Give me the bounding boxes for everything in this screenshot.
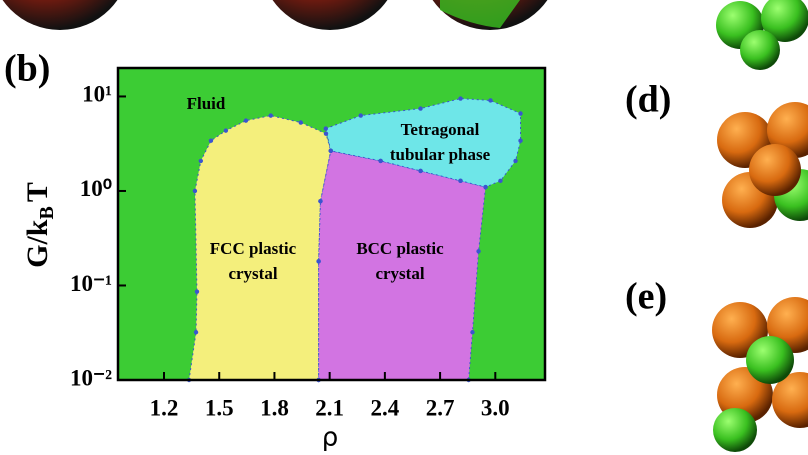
boundary-point bbox=[458, 178, 463, 184]
panel-label: (d) bbox=[625, 79, 671, 121]
boundary-point bbox=[194, 289, 200, 294]
boundary-point bbox=[243, 118, 249, 123]
boundary-point bbox=[323, 131, 329, 136]
region-label: Tetragonal bbox=[401, 120, 480, 139]
boundary-point bbox=[323, 126, 328, 131]
x-tick-label: 1.8 bbox=[260, 395, 289, 420]
y-tick-label: 10⁻² bbox=[70, 365, 112, 390]
boundary-point bbox=[198, 158, 204, 164]
region-label: FCC plastic bbox=[210, 239, 297, 258]
region-label: crystal bbox=[375, 264, 424, 283]
region-label: BCC plastic bbox=[356, 239, 444, 258]
boundary-point bbox=[208, 138, 214, 143]
panel-label: (b) bbox=[4, 48, 50, 90]
y-axis-label: G/kBT bbox=[21, 182, 58, 268]
boundary-point bbox=[518, 111, 523, 116]
y-tick-label: 10⁻¹ bbox=[70, 271, 112, 296]
x-axis-label: ρ bbox=[322, 423, 339, 453]
boundary-point bbox=[378, 158, 383, 164]
y-label-sub: B bbox=[36, 206, 58, 219]
boundary-point bbox=[268, 113, 273, 118]
x-tick-label: 2.4 bbox=[371, 395, 400, 420]
boundary-point bbox=[328, 148, 333, 154]
boundary-point bbox=[193, 330, 199, 335]
region-label: Fluid bbox=[187, 94, 226, 113]
x-tick-label: 1.2 bbox=[150, 395, 179, 420]
boundary-point bbox=[476, 249, 481, 254]
boundary-point bbox=[418, 106, 423, 111]
x-tick-label: 2.1 bbox=[315, 395, 344, 420]
panel-label: (e) bbox=[625, 276, 667, 318]
y-tick-label: 10¹ bbox=[82, 82, 112, 107]
boundary-point bbox=[358, 113, 363, 118]
phase-region bbox=[188, 115, 332, 381]
boundary-point bbox=[316, 259, 321, 264]
boundary-point bbox=[298, 120, 303, 125]
phase-region bbox=[325, 98, 522, 188]
boundary-point bbox=[498, 178, 503, 184]
boundary-point bbox=[488, 98, 493, 103]
y-label-part: G/k bbox=[21, 219, 54, 268]
y-label-part: T bbox=[21, 182, 54, 202]
boundary-point bbox=[458, 96, 463, 101]
boundary-point bbox=[483, 184, 488, 190]
x-tick-label: 2.7 bbox=[426, 395, 455, 420]
boundary-point bbox=[518, 138, 523, 143]
x-tick-label: 1.5 bbox=[205, 395, 234, 420]
region-label: tubular phase bbox=[390, 145, 491, 164]
region-label: crystal bbox=[228, 264, 277, 283]
boundary-point bbox=[318, 198, 323, 204]
x-tick-label: 3.0 bbox=[481, 395, 510, 420]
phase-region bbox=[318, 150, 487, 381]
boundary-point bbox=[513, 158, 518, 164]
plot-frame bbox=[116, 66, 547, 382]
boundary-point bbox=[470, 330, 475, 335]
boundary-point bbox=[223, 128, 229, 133]
boundary-point bbox=[192, 188, 198, 194]
boundary-point bbox=[418, 168, 423, 174]
y-tick-label: 10⁰ bbox=[80, 176, 112, 201]
